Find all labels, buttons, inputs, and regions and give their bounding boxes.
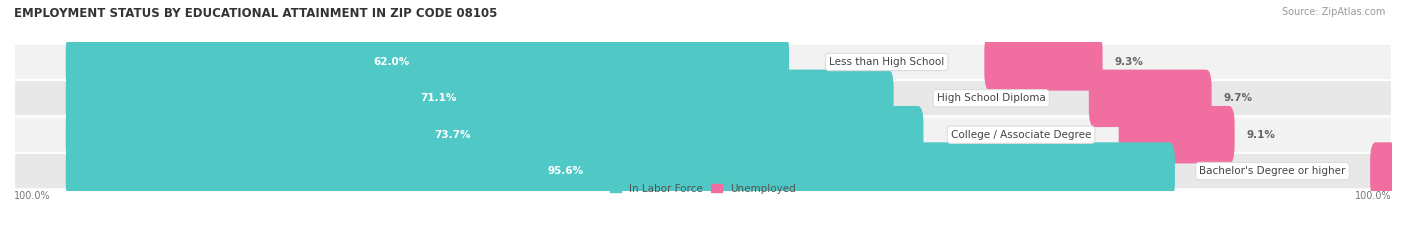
Text: 62.0%: 62.0% bbox=[374, 57, 411, 67]
FancyBboxPatch shape bbox=[66, 33, 789, 91]
FancyBboxPatch shape bbox=[1088, 70, 1212, 127]
Text: 9.3%: 9.3% bbox=[1114, 57, 1143, 67]
Text: 100.0%: 100.0% bbox=[14, 192, 51, 201]
Text: 95.6%: 95.6% bbox=[547, 166, 583, 176]
Text: College / Associate Degree: College / Associate Degree bbox=[950, 130, 1091, 140]
Text: 73.7%: 73.7% bbox=[434, 130, 471, 140]
Legend: In Labor Force, Unemployed: In Labor Force, Unemployed bbox=[606, 179, 800, 198]
Text: 100.0%: 100.0% bbox=[1355, 192, 1392, 201]
FancyBboxPatch shape bbox=[14, 80, 1392, 116]
FancyBboxPatch shape bbox=[14, 116, 1392, 153]
FancyBboxPatch shape bbox=[66, 106, 924, 163]
FancyBboxPatch shape bbox=[14, 153, 1392, 189]
Text: Less than High School: Less than High School bbox=[830, 57, 945, 67]
Text: 9.1%: 9.1% bbox=[1246, 130, 1275, 140]
FancyBboxPatch shape bbox=[1369, 142, 1406, 200]
FancyBboxPatch shape bbox=[66, 70, 894, 127]
Text: 9.7%: 9.7% bbox=[1223, 93, 1253, 103]
Text: 71.1%: 71.1% bbox=[420, 93, 457, 103]
Text: Bachelor's Degree or higher: Bachelor's Degree or higher bbox=[1199, 166, 1346, 176]
FancyBboxPatch shape bbox=[14, 44, 1392, 80]
Text: Source: ZipAtlas.com: Source: ZipAtlas.com bbox=[1281, 7, 1385, 17]
FancyBboxPatch shape bbox=[66, 142, 1175, 200]
FancyBboxPatch shape bbox=[984, 33, 1102, 91]
Text: High School Diploma: High School Diploma bbox=[936, 93, 1046, 103]
Text: EMPLOYMENT STATUS BY EDUCATIONAL ATTAINMENT IN ZIP CODE 08105: EMPLOYMENT STATUS BY EDUCATIONAL ATTAINM… bbox=[14, 7, 498, 20]
FancyBboxPatch shape bbox=[1119, 106, 1234, 163]
